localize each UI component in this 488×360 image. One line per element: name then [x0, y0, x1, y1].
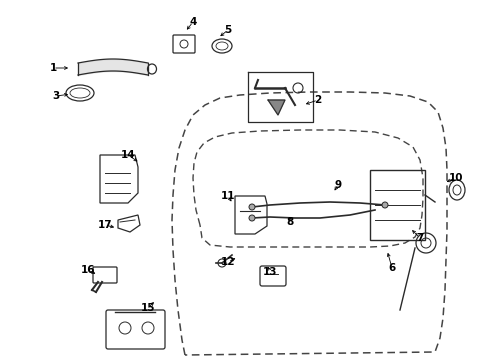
Text: 12: 12: [220, 257, 235, 267]
Text: 17: 17: [98, 220, 112, 230]
Text: 1: 1: [49, 63, 57, 73]
Text: 16: 16: [81, 265, 95, 275]
Text: 9: 9: [334, 180, 341, 190]
Text: 6: 6: [387, 263, 395, 273]
Text: 5: 5: [224, 25, 231, 35]
Text: 2: 2: [314, 95, 321, 105]
Text: 11: 11: [220, 191, 235, 201]
Circle shape: [381, 202, 387, 208]
Text: 8: 8: [286, 217, 293, 227]
Text: 4: 4: [189, 17, 196, 27]
Text: 7: 7: [415, 233, 423, 243]
Text: 3: 3: [52, 91, 60, 101]
Text: 10: 10: [448, 173, 462, 183]
Text: 15: 15: [141, 303, 155, 313]
Polygon shape: [267, 100, 285, 115]
Text: 13: 13: [262, 267, 277, 277]
Circle shape: [248, 204, 254, 210]
Text: 14: 14: [121, 150, 135, 160]
Circle shape: [248, 215, 254, 221]
